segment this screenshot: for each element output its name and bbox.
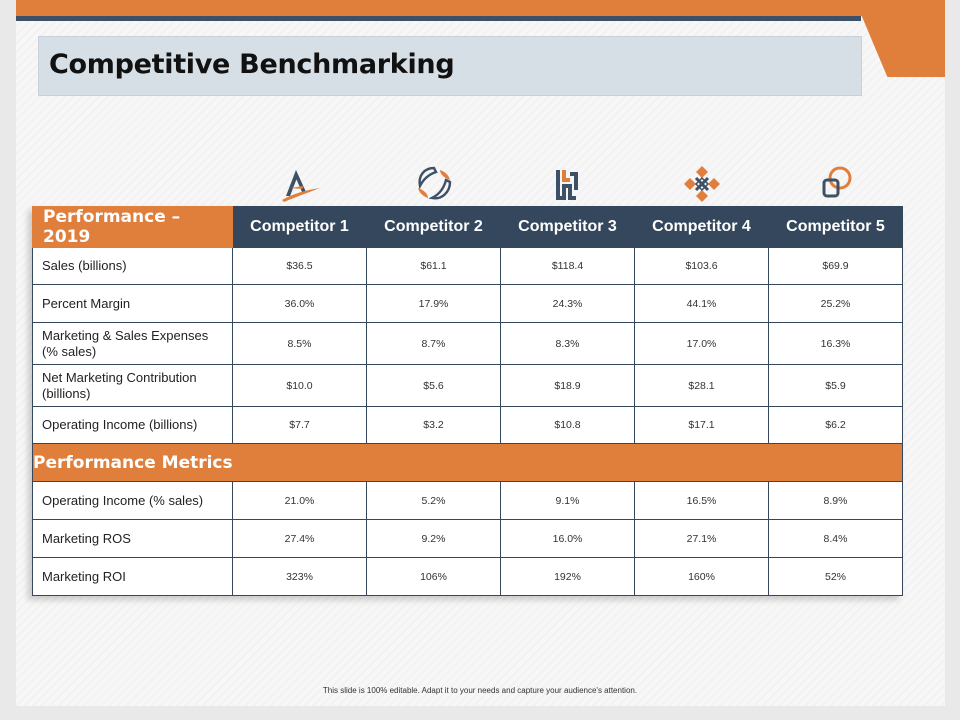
table-cell: $61.1 xyxy=(366,247,501,285)
table-row: Sales (billions) $36.5 $61.1 $118.4 $103… xyxy=(32,247,903,285)
table-row: Operating Income (billions) $7.7 $3.2 $1… xyxy=(32,406,903,444)
interlocked-rings-logo-icon xyxy=(769,162,903,206)
h-monogram-logo-icon xyxy=(501,162,635,206)
table-cell: $6.2 xyxy=(768,406,903,444)
table-cell: 5.2% xyxy=(366,481,501,520)
table-cell: $3.2 xyxy=(366,406,501,444)
table-row: Marketing ROS 27.4% 9.2% 16.0% 27.1% 8.4… xyxy=(32,519,903,558)
table-cell: 323% xyxy=(232,557,367,596)
table-cell: 27.1% xyxy=(634,519,769,558)
row-label: Marketing ROI xyxy=(32,557,233,596)
table-header-row: Performance – 2019 Competitor 1 Competit… xyxy=(32,206,903,248)
table-cell: 27.4% xyxy=(232,519,367,558)
table-cell: 9.1% xyxy=(500,481,635,520)
triangle-swoosh-logo-icon xyxy=(233,162,367,206)
title-box: Competitive Benchmarking xyxy=(38,36,862,96)
table-cell: $69.9 xyxy=(768,247,903,285)
table-cell: 8.9% xyxy=(768,481,903,520)
row-label: Sales (billions) xyxy=(32,247,233,285)
table-cell: 8.5% xyxy=(232,322,367,365)
table-cell: 106% xyxy=(366,557,501,596)
section-heading-performance-2019: Performance – 2019 xyxy=(32,206,233,248)
table-cell: 25.2% xyxy=(768,284,903,323)
column-header-competitor-2: Competitor 2 xyxy=(366,206,501,248)
corner-accent-tab xyxy=(855,0,945,77)
column-header-competitor-3: Competitor 3 xyxy=(500,206,635,248)
table-cell: $18.9 xyxy=(500,364,635,407)
table-cell: 160% xyxy=(634,557,769,596)
competitor-logos xyxy=(233,162,902,206)
table-cell: 44.1% xyxy=(634,284,769,323)
table-cell: 16.5% xyxy=(634,481,769,520)
row-label: Net Marketing Contribution (billions) xyxy=(32,364,233,407)
page-title: Competitive Benchmarking xyxy=(49,49,455,80)
footer-note: This slide is 100% editable. Adapt it to… xyxy=(322,686,638,695)
table-cell: 52% xyxy=(768,557,903,596)
top-navy-stripe xyxy=(16,16,861,21)
table-cell: 16.3% xyxy=(768,322,903,365)
diamond-star-logo-icon xyxy=(635,162,769,206)
section-row-performance-metrics: Performance Metrics xyxy=(32,443,903,482)
table-cell: 17.0% xyxy=(634,322,769,365)
row-label: Marketing & Sales Expenses (% sales) xyxy=(32,322,233,365)
table-cell: 8.3% xyxy=(500,322,635,365)
table-row: Marketing & Sales Expenses (% sales) 8.5… xyxy=(32,322,903,365)
row-label: Operating Income (% sales) xyxy=(32,481,233,520)
table-row: Operating Income (% sales) 21.0% 5.2% 9.… xyxy=(32,481,903,520)
table-cell: 9.2% xyxy=(366,519,501,558)
column-header-competitor-4: Competitor 4 xyxy=(634,206,769,248)
table-cell: 16.0% xyxy=(500,519,635,558)
table-cell: $36.5 xyxy=(232,247,367,285)
row-label: Operating Income (billions) xyxy=(32,406,233,444)
table-cell: $10.0 xyxy=(232,364,367,407)
table-cell: $28.1 xyxy=(634,364,769,407)
table-cell: 8.4% xyxy=(768,519,903,558)
benchmark-table: Performance – 2019 Competitor 1 Competit… xyxy=(32,206,903,596)
row-label: Percent Margin xyxy=(32,284,233,323)
column-header-competitor-5: Competitor 5 xyxy=(768,206,903,248)
table-cell: $17.1 xyxy=(634,406,769,444)
table-row: Net Marketing Contribution (billions) $1… xyxy=(32,364,903,407)
table-cell: $118.4 xyxy=(500,247,635,285)
leaf-circle-logo-icon xyxy=(367,162,501,206)
table-cell: 192% xyxy=(500,557,635,596)
row-label: Marketing ROS xyxy=(32,519,233,558)
column-header-competitor-1: Competitor 1 xyxy=(232,206,367,248)
table-cell: 36.0% xyxy=(232,284,367,323)
table-row: Percent Margin 36.0% 17.9% 24.3% 44.1% 2… xyxy=(32,284,903,323)
table-cell: 8.7% xyxy=(366,322,501,365)
table-cell: $5.6 xyxy=(366,364,501,407)
table-cell: $7.7 xyxy=(232,406,367,444)
table-row: Marketing ROI 323% 106% 192% 160% 52% xyxy=(32,557,903,596)
section-heading-performance-metrics: Performance Metrics xyxy=(32,443,903,482)
table-cell: $10.8 xyxy=(500,406,635,444)
table-cell: 17.9% xyxy=(366,284,501,323)
table-cell: 24.3% xyxy=(500,284,635,323)
table-cell: 21.0% xyxy=(232,481,367,520)
table-cell: $5.9 xyxy=(768,364,903,407)
top-accent-bar xyxy=(16,0,945,16)
table-cell: $103.6 xyxy=(634,247,769,285)
